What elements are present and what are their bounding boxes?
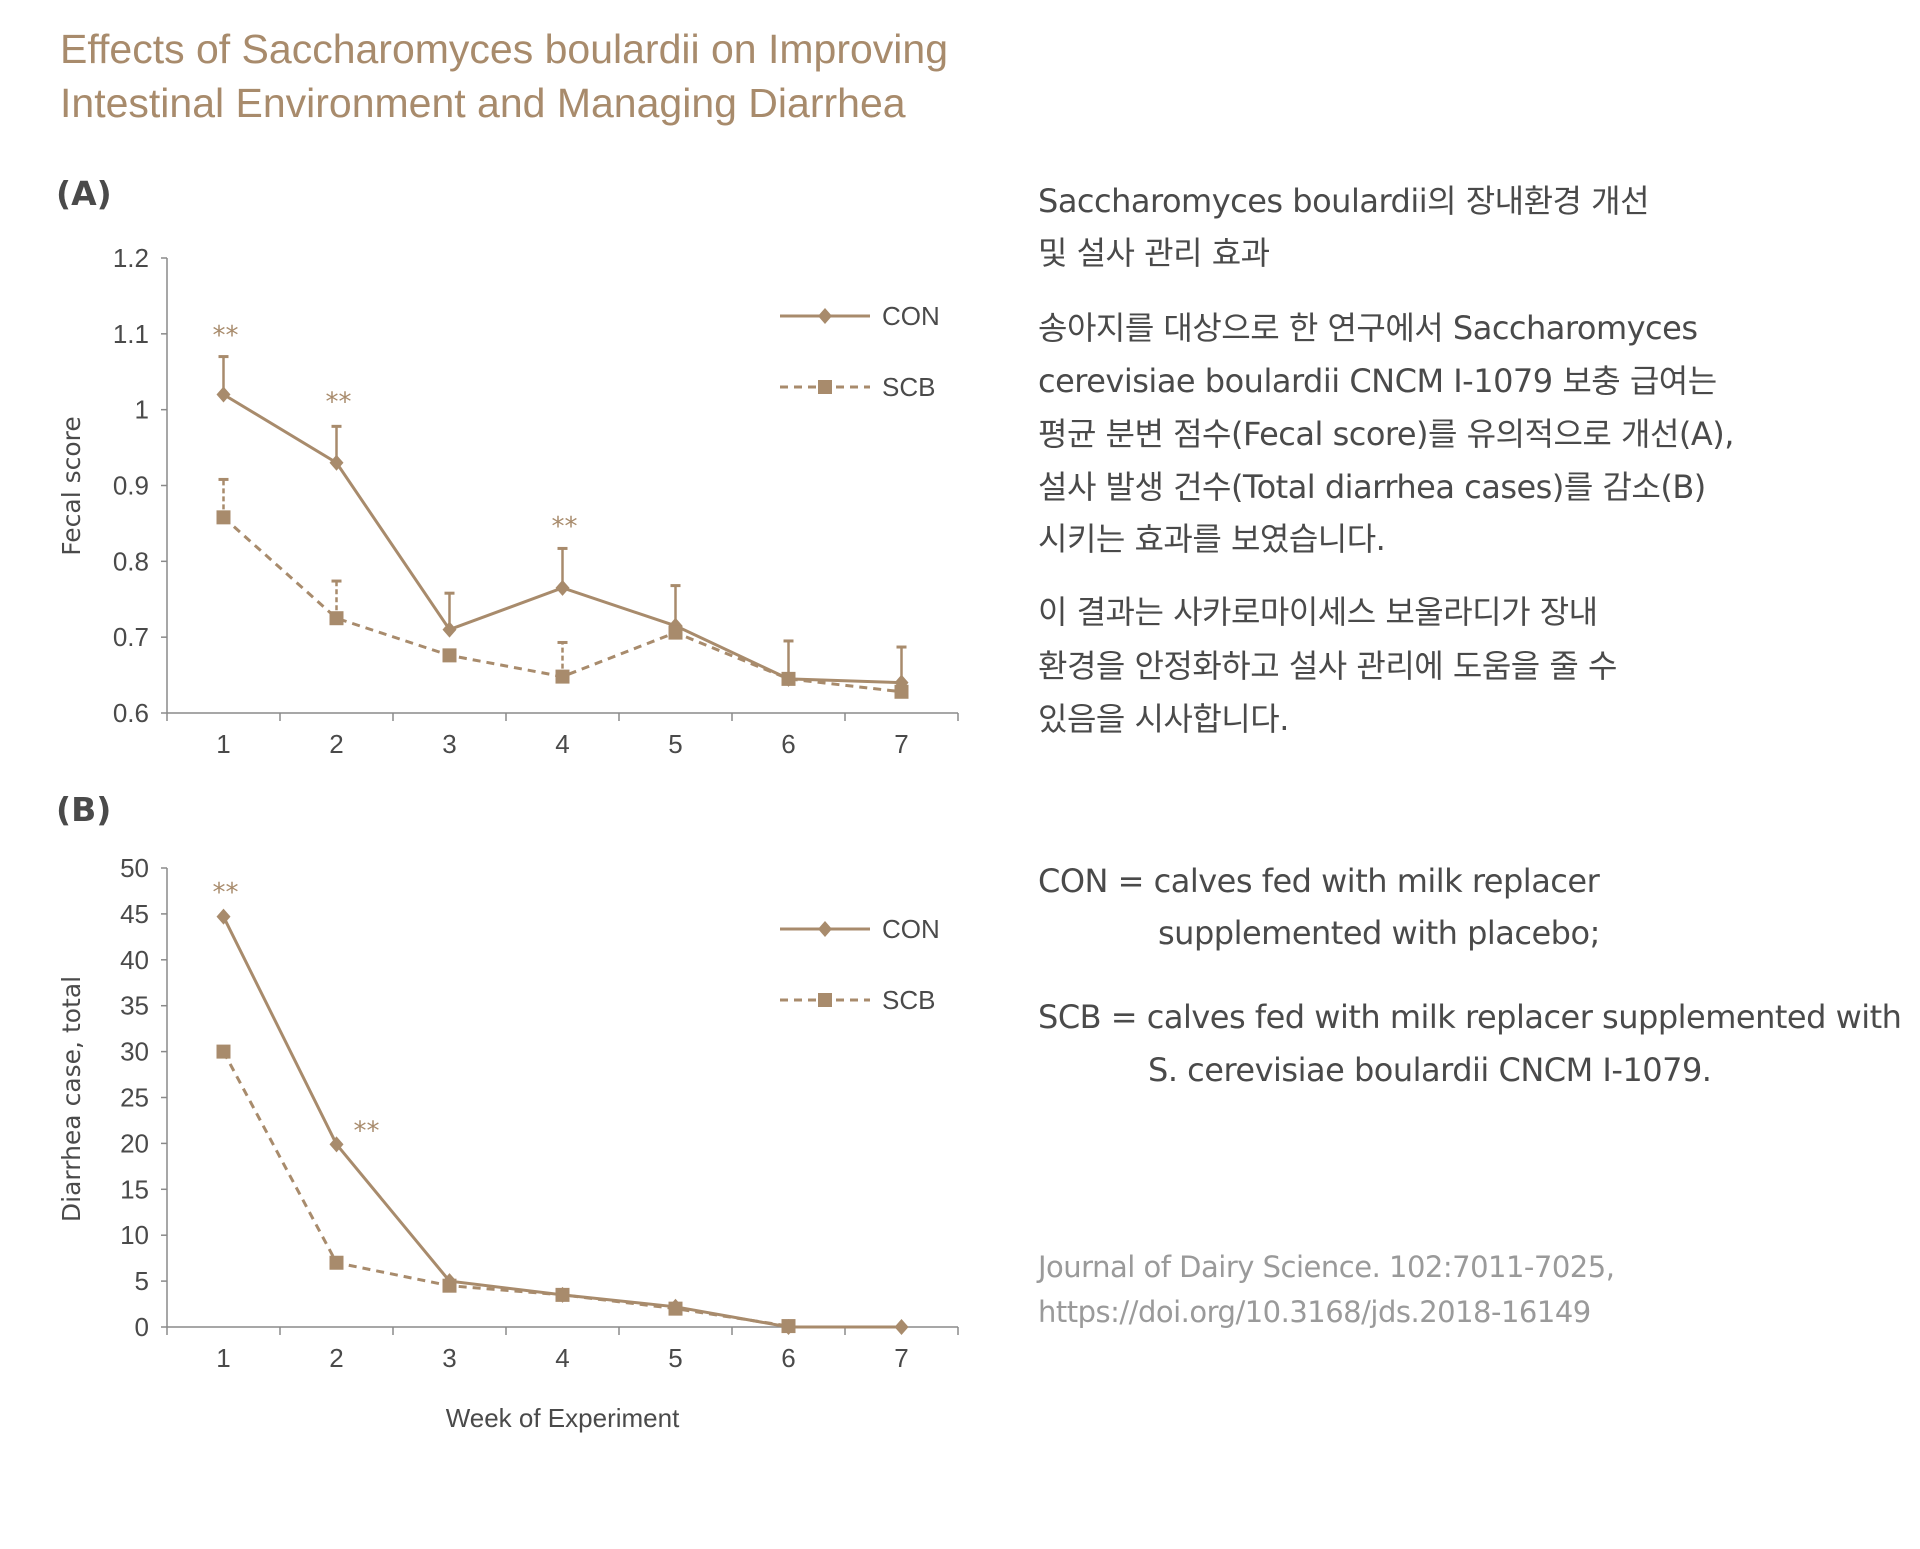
significance-marker: ** xyxy=(213,321,239,351)
con-definition: CON = calves fed with milk replacer xyxy=(1038,862,1600,900)
data-point-con xyxy=(216,386,231,403)
con-definition-cont: supplemented with placebo; xyxy=(1158,914,1600,952)
data-point-con xyxy=(329,454,344,471)
x-tick-label: 4 xyxy=(555,1343,569,1373)
y-tick-label: 10 xyxy=(120,1220,149,1250)
x-tick-label: 6 xyxy=(781,1343,795,1373)
legend-marker-con xyxy=(818,921,832,937)
data-point-scb xyxy=(329,611,344,626)
y-tick-label: 1.2 xyxy=(113,243,149,273)
data-point-scb xyxy=(442,648,457,663)
citation-doi[interactable]: https://doi.org/10.3168/jds.2018-16149 xyxy=(1038,1295,1591,1329)
description-line: 설사 발생 건수(Total diarrhea cases)를 감소(B) xyxy=(1038,468,1706,506)
data-point-scb xyxy=(555,1287,570,1302)
x-tick-label: 3 xyxy=(442,1343,456,1373)
description-line: 시키는 효과를 보였습니다. xyxy=(1038,520,1386,558)
description-line: 송아지를 대상으로 한 연구에서 Saccharomyces xyxy=(1038,309,1698,347)
title-line: Effects of Saccharomyces boulardii on Im… xyxy=(60,26,949,72)
y-tick-label: 15 xyxy=(120,1174,149,1204)
legend-marker-scb xyxy=(818,993,832,1007)
data-point-scb xyxy=(781,671,796,686)
series-line-scb xyxy=(222,1050,789,1328)
significance-marker: ** xyxy=(552,512,578,542)
description-line: 이 결과는 사카로마이세스 보울라디가 장내 xyxy=(1038,593,1598,631)
y-tick-label: 40 xyxy=(120,945,149,975)
y-tick-label: 30 xyxy=(120,1037,149,1067)
x-tick-label: 5 xyxy=(668,729,682,759)
data-point-scb xyxy=(668,625,683,640)
legend-marker-scb xyxy=(818,380,832,394)
data-point-scb xyxy=(216,510,231,525)
y-tick-label: 0.7 xyxy=(113,622,149,652)
fecal-score-chart: 0.6 0.7 0.8 0.9 1 1.1 1.2 1 2 3 4 5 6 7 Fecal score CON… xyxy=(57,243,959,759)
y-tick-label: 45 xyxy=(120,899,149,929)
y-tick-label: 1.1 xyxy=(113,319,149,349)
y-tick-label: 0.9 xyxy=(113,471,149,501)
series-line-con xyxy=(222,915,902,1329)
y-tick-label: 50 xyxy=(120,853,149,883)
panel-label-a: (A) xyxy=(56,174,112,213)
y-tick-label: 1 xyxy=(135,395,149,425)
x-tick-label: 1 xyxy=(216,1343,230,1373)
legend-label: SCB xyxy=(882,372,935,402)
x-tick-label: 3 xyxy=(442,729,456,759)
description-line: 있음을 시사합니다. xyxy=(1038,700,1289,738)
legend-label: SCB xyxy=(882,985,935,1015)
x-tick-label: 5 xyxy=(668,1343,682,1373)
description-heading-line: Saccharomyces boulardii의 장내환경 개선 xyxy=(1038,182,1650,220)
x-tick-label: 2 xyxy=(329,1343,343,1373)
x-tick-label: 4 xyxy=(555,729,569,759)
x-tick-label: 2 xyxy=(329,729,343,759)
y-tick-label: 25 xyxy=(120,1083,149,1113)
y-tick-label: 0 xyxy=(135,1312,149,1342)
data-point-con xyxy=(442,621,457,638)
y-axis-label: Diarrhea case, total xyxy=(57,976,86,1222)
description-line: 평균 분변 점수(Fecal score)를 유의적으로 개선(A), xyxy=(1038,415,1734,453)
x-axis-label: Week of Experiment xyxy=(446,1403,680,1433)
x-tick-label: 1 xyxy=(216,729,230,759)
data-point-scb xyxy=(894,684,909,699)
x-tick-label: 7 xyxy=(894,729,908,759)
scb-definition: SCB = calves fed with milk replacer supp… xyxy=(1038,998,1902,1036)
y-tick-label: 35 xyxy=(120,991,149,1021)
data-point-scb xyxy=(555,669,570,684)
y-tick-label: 0.8 xyxy=(113,546,149,576)
description-line: cerevisiae boulardii CNCM I-1079 보충 급여는 xyxy=(1038,362,1717,400)
citation-journal: Journal of Dairy Science. 102:7011-7025, xyxy=(1038,1250,1615,1284)
legend-label: CON xyxy=(882,914,940,944)
significance-marker: ** xyxy=(354,1117,380,1147)
y-tick-label: 20 xyxy=(120,1128,149,1158)
data-point-scb xyxy=(781,1319,796,1334)
data-point-scb xyxy=(668,1301,683,1316)
description-line: 환경을 안정화하고 설사 관리에 도움을 줄 수 xyxy=(1038,647,1617,685)
legend-label: CON xyxy=(882,301,940,331)
significance-marker: ** xyxy=(326,388,352,418)
scb-definition-cont: S. cerevisiae boulardii CNCM I-1079. xyxy=(1148,1051,1712,1089)
data-point-con xyxy=(329,1136,344,1153)
page-title: Effects of Saccharomyces boulardii on Im… xyxy=(60,22,948,130)
data-point-scb xyxy=(216,1044,231,1059)
x-tick-label: 6 xyxy=(781,729,795,759)
title-line: Intestinal Environment and Managing Diar… xyxy=(60,80,906,126)
panel-label-b: (B) xyxy=(56,790,112,829)
data-point-con xyxy=(555,579,570,596)
y-axis-label: Fecal score xyxy=(57,416,86,556)
data-point-con xyxy=(216,908,231,925)
data-point-scb xyxy=(442,1278,457,1293)
x-tick-label: 7 xyxy=(894,1343,908,1373)
significance-marker: ** xyxy=(213,878,239,908)
data-point-con xyxy=(894,1319,909,1335)
y-tick-label: 0.6 xyxy=(113,698,149,728)
data-point-scb xyxy=(329,1255,344,1270)
legend-marker-con xyxy=(818,308,832,324)
y-tick-label: 5 xyxy=(135,1266,149,1296)
description-heading-line: 및 설사 관리 효과 xyxy=(1038,234,1270,272)
